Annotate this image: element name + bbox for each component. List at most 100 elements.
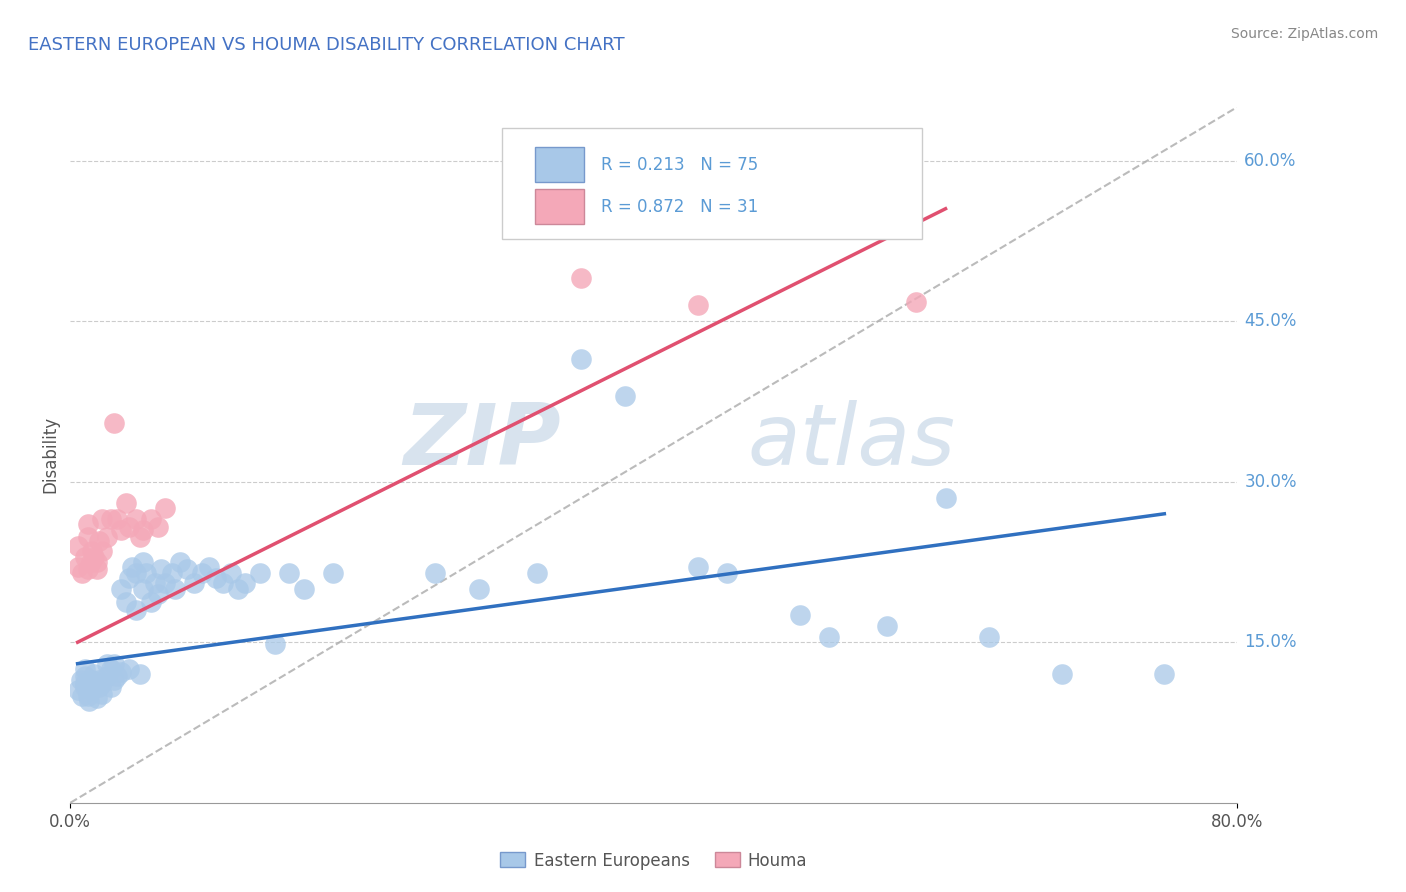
- Point: [73, 662, 96, 676]
- Point: [125, 512, 148, 526]
- Point: [139, 594, 162, 608]
- Point: [686, 560, 709, 574]
- Point: [82, 673, 104, 687]
- Point: [91, 512, 114, 526]
- Point: [73, 680, 96, 694]
- Point: [83, 549, 105, 564]
- Point: [66, 683, 89, 698]
- Point: [76, 517, 98, 532]
- Legend: Eastern Europeans, Houma: Eastern Europeans, Houma: [492, 843, 815, 878]
- Text: Source: ZipAtlas.com: Source: ZipAtlas.com: [1230, 27, 1378, 41]
- Point: [143, 576, 166, 591]
- Point: [139, 512, 162, 526]
- Point: [89, 533, 111, 548]
- Point: [118, 571, 141, 585]
- Y-axis label: Disability: Disability: [41, 417, 59, 493]
- Point: [100, 662, 122, 676]
- Point: [190, 566, 212, 580]
- Text: R = 0.872   N = 31: R = 0.872 N = 31: [602, 198, 758, 216]
- Point: [96, 657, 118, 671]
- Point: [110, 523, 132, 537]
- Point: [205, 571, 228, 585]
- FancyBboxPatch shape: [502, 128, 922, 239]
- Point: [121, 560, 143, 574]
- Point: [423, 566, 446, 580]
- Point: [198, 560, 221, 574]
- Point: [569, 271, 592, 285]
- Point: [183, 576, 205, 591]
- Point: [66, 539, 89, 553]
- Point: [118, 519, 141, 533]
- Point: [146, 519, 169, 533]
- Point: [91, 676, 114, 690]
- Text: ZIP: ZIP: [402, 400, 561, 483]
- Point: [114, 496, 136, 510]
- Point: [110, 582, 132, 596]
- Point: [91, 544, 114, 558]
- Point: [114, 594, 136, 608]
- Point: [82, 683, 104, 698]
- Point: [86, 678, 108, 692]
- Point: [526, 566, 548, 580]
- Point: [100, 512, 122, 526]
- Point: [73, 549, 96, 564]
- Point: [73, 676, 96, 690]
- Point: [76, 689, 98, 703]
- Point: [105, 512, 128, 526]
- Point: [110, 665, 132, 680]
- Point: [73, 669, 96, 683]
- Point: [226, 582, 249, 596]
- Point: [219, 566, 242, 580]
- Point: [80, 555, 103, 569]
- Point: [176, 562, 198, 576]
- Point: [118, 662, 141, 676]
- Point: [292, 582, 315, 596]
- Point: [153, 576, 176, 591]
- Point: [934, 491, 956, 505]
- Point: [165, 582, 187, 596]
- Point: [149, 562, 172, 576]
- Point: [1153, 667, 1175, 681]
- Bar: [534, 189, 583, 224]
- Point: [468, 582, 491, 596]
- Point: [76, 680, 98, 694]
- Point: [789, 608, 811, 623]
- Point: [83, 667, 105, 681]
- Point: [162, 566, 184, 580]
- Point: [96, 669, 118, 683]
- Point: [89, 673, 111, 687]
- Point: [132, 523, 155, 537]
- Text: 45.0%: 45.0%: [1244, 312, 1296, 330]
- Text: 60.0%: 60.0%: [1244, 152, 1296, 169]
- Point: [86, 555, 108, 569]
- Point: [82, 544, 104, 558]
- Point: [233, 576, 256, 591]
- Text: R = 0.213   N = 75: R = 0.213 N = 75: [602, 156, 758, 175]
- Point: [169, 555, 191, 569]
- Point: [153, 501, 176, 516]
- Point: [979, 630, 1001, 644]
- Bar: [534, 147, 583, 182]
- Point: [100, 680, 122, 694]
- Point: [103, 416, 125, 430]
- Point: [80, 678, 103, 692]
- Point: [263, 637, 285, 651]
- Point: [132, 555, 155, 569]
- Text: EASTERN EUROPEAN VS HOUMA DISABILITY CORRELATION CHART: EASTERN EUROPEAN VS HOUMA DISABILITY COR…: [28, 36, 624, 54]
- Point: [129, 667, 152, 681]
- Point: [146, 587, 169, 601]
- Point: [76, 562, 98, 576]
- Point: [96, 530, 118, 544]
- Point: [249, 566, 271, 580]
- Point: [70, 689, 93, 703]
- Point: [105, 669, 128, 683]
- Point: [818, 630, 841, 644]
- Text: atlas: atlas: [747, 400, 955, 483]
- Point: [212, 576, 235, 591]
- Text: 15.0%: 15.0%: [1244, 633, 1296, 651]
- Point: [66, 560, 89, 574]
- Point: [613, 389, 636, 403]
- Point: [686, 298, 709, 312]
- Text: 30.0%: 30.0%: [1244, 473, 1296, 491]
- Point: [278, 566, 301, 580]
